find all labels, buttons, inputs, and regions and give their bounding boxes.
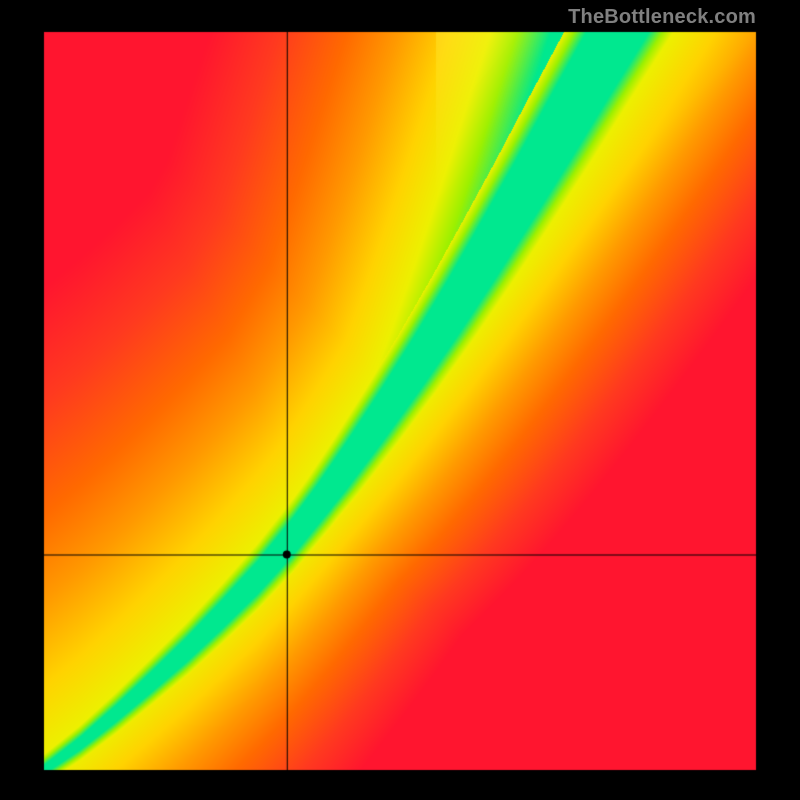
attribution-text: TheBottleneck.com bbox=[568, 6, 756, 29]
chart-container: { "attribution": "TheBottleneck.com", "c… bbox=[0, 0, 800, 800]
bottleneck-heatmap bbox=[0, 0, 800, 800]
